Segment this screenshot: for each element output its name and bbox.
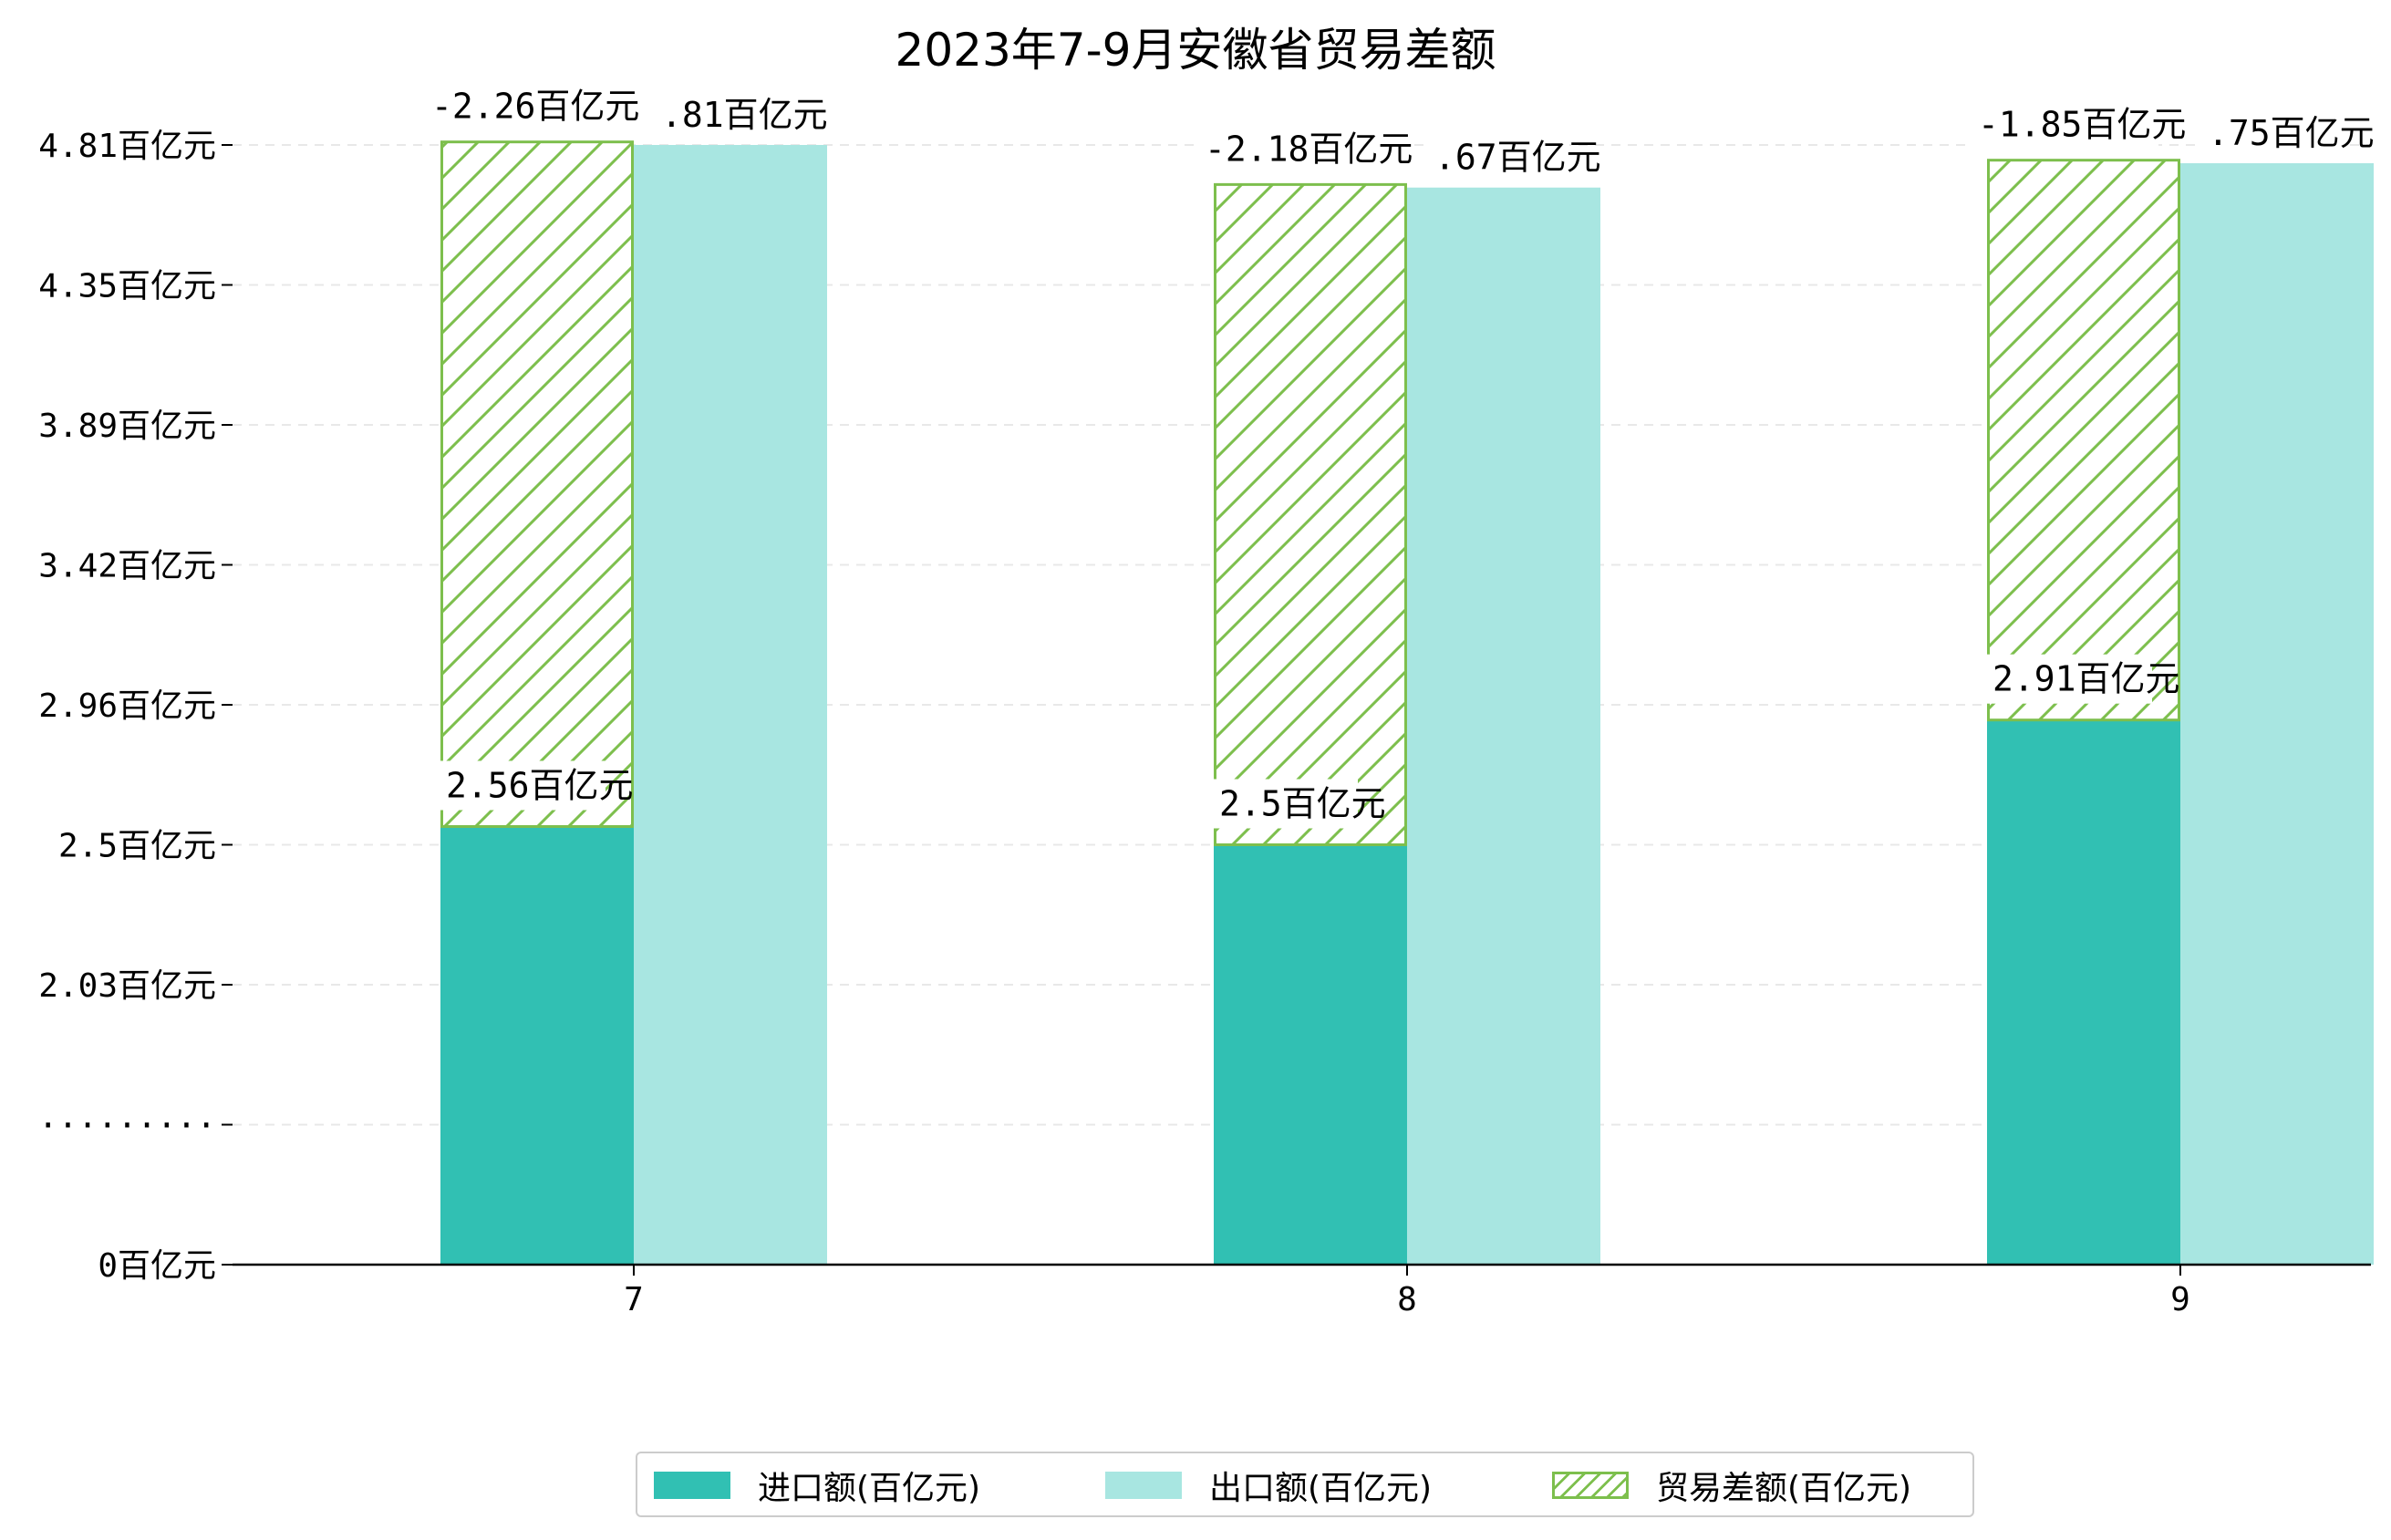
y-tick-label: 3.89百亿元 (38, 408, 216, 445)
x-tick-label: 9 (2170, 1281, 2190, 1318)
label-export: .67百亿元 (1434, 138, 1601, 178)
legend-label-export: 出口额(百亿元) (1209, 1470, 1433, 1507)
bar-export (1407, 187, 1600, 1265)
label-import-box (437, 760, 606, 811)
legend-label-balance: 贸易差额(百亿元) (1656, 1470, 1912, 1507)
y-tick-label: ········· (38, 1108, 216, 1145)
y-tick-label: 3.42百亿元 (38, 548, 216, 585)
bar-import (1987, 719, 2180, 1265)
bar-export (2180, 163, 2374, 1266)
bar-import (440, 826, 634, 1265)
label-export: .81百亿元 (661, 95, 828, 135)
label-import-box (1983, 654, 2152, 704)
y-tick-label: 2.5百亿元 (58, 828, 216, 865)
axes: 0百亿元 ········· 2.03百亿元 2.5百亿元 2.96百亿元 3.42百亿元… (38, 128, 2371, 1318)
label-balance-box (1969, 99, 2158, 150)
bar-balance (1987, 159, 2180, 722)
x-tick-label: 7 (624, 1281, 644, 1318)
label-export-box (2199, 109, 2343, 159)
label-export-box (1425, 132, 1569, 182)
x-tick-label: 8 (1397, 1281, 1417, 1318)
legend-swatch-import (654, 1472, 730, 1499)
chart-title: 2023年7-9月安徽省贸易差额 (895, 24, 1496, 77)
bars (440, 140, 2374, 1266)
label-balance-box (422, 81, 612, 131)
legend-item-balance: 贸易差额(百亿元) (1552, 1466, 1911, 1507)
bar-balance (1214, 182, 1407, 846)
data-labels: 2.56百亿元 -2.26百亿元 .81百亿元 2.5百亿元 -2.18百亿元 .67百亿… (422, 81, 2375, 829)
legend-item-import: 进口额(百亿元) (654, 1466, 980, 1507)
y-tick-label: 2.03百亿元 (38, 967, 216, 1005)
legend-label-import: 进口额(百亿元) (758, 1470, 981, 1507)
label-export-box (652, 90, 796, 140)
y-tick-label: 4.35百亿元 (38, 268, 216, 305)
label-import: 2.91百亿元 (1992, 659, 2180, 699)
label-export: .75百亿元 (2208, 113, 2375, 153)
label-balance-box (1196, 124, 1385, 174)
legend-item-export: 出口额(百亿元) (1105, 1466, 1432, 1507)
legend-swatch-balance (1552, 1472, 1629, 1499)
y-tick-label: 0百亿元 (98, 1247, 216, 1285)
label-import: 2.56百亿元 (446, 765, 634, 805)
label-import-box (1210, 779, 1358, 829)
y-tick-label: 2.96百亿元 (38, 687, 216, 725)
legend-swatch-export (1105, 1472, 1182, 1499)
label-balance: -2.18百亿元 (1205, 129, 1413, 169)
bar-import (1214, 844, 1407, 1265)
label-balance: -2.26百亿元 (431, 87, 639, 127)
bar-export (634, 145, 827, 1265)
bar-balance (440, 140, 634, 828)
label-import: 2.5百亿元 (1219, 784, 1386, 824)
legend: 进口额(百亿元) 出口额(百亿元) 贸易差额(百亿元) (636, 1452, 1974, 1517)
y-tick-label: 4.81百亿元 (38, 128, 216, 165)
label-balance: -1.85百亿元 (1978, 105, 2186, 145)
